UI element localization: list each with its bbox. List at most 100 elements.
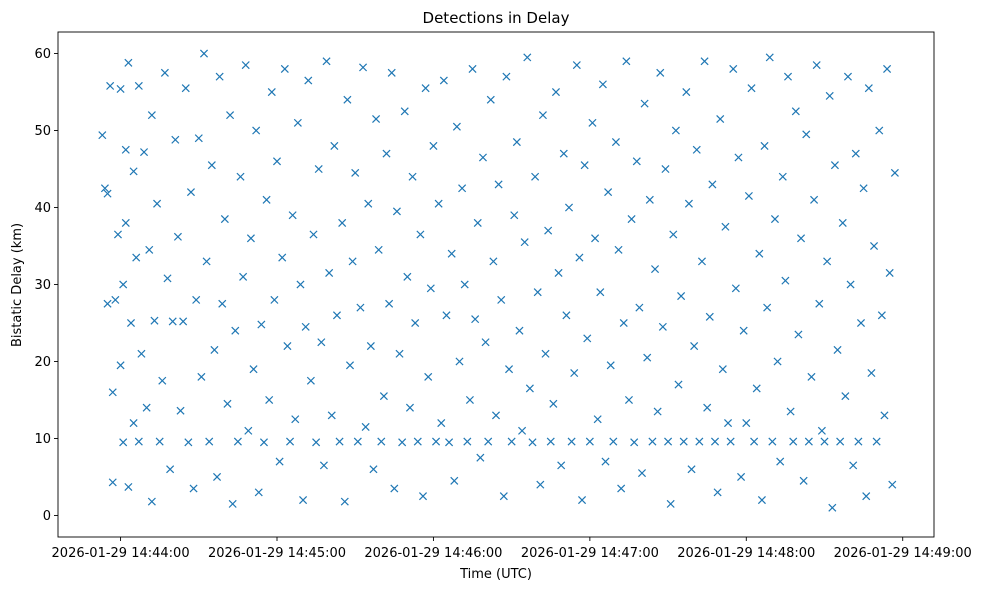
data-point (877, 311, 886, 320)
data-point (278, 253, 287, 262)
data-point (703, 403, 712, 412)
data-point (570, 369, 579, 378)
data-point (113, 230, 122, 239)
data-point (147, 497, 156, 506)
data-point (176, 406, 185, 415)
data-point (186, 188, 195, 197)
data-point (460, 280, 469, 289)
y-tick-label: 60 (34, 47, 51, 62)
data-point (635, 303, 644, 312)
data-point (802, 130, 811, 139)
data-point (184, 438, 193, 447)
data-point (705, 312, 714, 321)
data-point (332, 311, 341, 320)
data-point (854, 437, 863, 446)
data-point (554, 268, 563, 277)
data-point (267, 88, 276, 97)
data-point (593, 415, 602, 424)
data-point (888, 480, 897, 489)
data-point (197, 372, 206, 381)
data-point (585, 437, 594, 446)
y-tick-label: 10 (34, 432, 51, 447)
data-point (870, 241, 879, 251)
data-point (400, 107, 409, 116)
data-point (781, 276, 790, 285)
data-point (627, 215, 636, 224)
data-point (825, 91, 834, 100)
data-point (390, 484, 399, 493)
data-point (317, 338, 326, 347)
data-point (757, 496, 766, 505)
data-point (309, 230, 318, 239)
data-point (147, 111, 156, 120)
data-point (126, 318, 136, 328)
data-point (502, 72, 511, 81)
data-point (640, 99, 649, 108)
data-point (452, 122, 461, 131)
data-point (468, 64, 477, 73)
data-point (578, 496, 587, 505)
data-point (520, 238, 529, 247)
data-point (596, 288, 605, 297)
data-point (439, 76, 448, 85)
data-point (374, 245, 383, 254)
y-tick-label: 40 (34, 201, 51, 216)
data-point (716, 114, 725, 124)
data-point (674, 380, 683, 389)
data-point (403, 272, 412, 281)
data-point (661, 165, 670, 174)
data-point (880, 411, 889, 420)
data-point (744, 191, 753, 200)
data-point (768, 437, 777, 446)
data-point (700, 57, 709, 66)
data-point (525, 384, 534, 393)
data-point (207, 161, 216, 170)
data-point (797, 234, 806, 243)
data-point (776, 457, 785, 466)
data-point (575, 253, 584, 262)
data-point (755, 249, 764, 258)
y-tick-label: 50 (34, 124, 51, 139)
data-point (843, 72, 852, 81)
plot-points (98, 49, 899, 512)
data-point (366, 342, 375, 351)
data-point (210, 345, 219, 354)
data-point (155, 437, 164, 446)
data-point (679, 437, 688, 446)
data-point (778, 172, 787, 181)
data-point (484, 437, 493, 446)
data-point (272, 157, 282, 166)
data-point (458, 184, 467, 193)
data-point (669, 230, 678, 239)
data-point (223, 399, 232, 408)
data-point (351, 168, 360, 177)
data-point (189, 484, 198, 493)
data-point (724, 419, 733, 428)
data-point (510, 211, 519, 220)
data-point (507, 437, 516, 446)
data-point (259, 438, 268, 447)
data-point (789, 437, 798, 446)
data-point (883, 64, 892, 73)
data-point (228, 499, 237, 508)
data-point (864, 84, 873, 93)
data-point (810, 195, 819, 204)
data-point (330, 141, 339, 150)
data-point (244, 426, 253, 435)
data-point (614, 245, 623, 254)
data-point (799, 476, 808, 485)
data-point (677, 292, 686, 301)
data-point (656, 68, 665, 77)
data-point (742, 419, 751, 428)
data-point (437, 419, 446, 428)
data-point (262, 195, 271, 204)
x-tick-label: 2026-01-29 14:49:00 (834, 546, 972, 561)
data-point (450, 476, 459, 485)
data-point (549, 399, 558, 408)
data-point (773, 357, 782, 366)
data-point (202, 257, 211, 266)
data-point (666, 499, 675, 508)
data-point (364, 199, 373, 208)
data-point (562, 311, 571, 320)
